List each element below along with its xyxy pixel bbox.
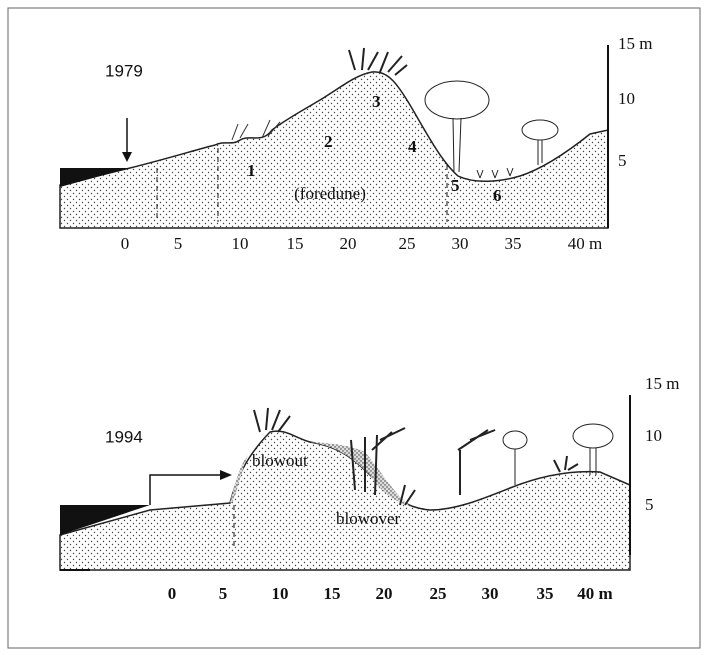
zone-label: 4 xyxy=(408,137,417,156)
x-label: 15 xyxy=(287,234,304,253)
x-label: 40 m xyxy=(577,584,612,603)
zone-label: 1 xyxy=(247,161,256,180)
x-label: 40 m xyxy=(568,234,602,253)
x-label: 0 xyxy=(121,234,130,253)
tree xyxy=(522,120,558,140)
x-label: 15 xyxy=(324,584,341,603)
year: 1994 xyxy=(105,427,143,446)
x-label: 10 xyxy=(232,234,249,253)
tree xyxy=(573,424,613,448)
tree xyxy=(503,431,527,449)
zone-label: 2 xyxy=(324,132,333,151)
x-label: 5 xyxy=(174,234,183,253)
x-label: 25 xyxy=(399,234,416,253)
x-label: 25 xyxy=(430,584,447,603)
landform-label: (foredune) xyxy=(294,184,366,203)
y-label: 5 xyxy=(618,151,627,170)
x-label: 30 xyxy=(452,234,469,253)
x-label: 10 xyxy=(272,584,289,603)
x-label: 20 xyxy=(376,584,393,603)
year: 1979 xyxy=(105,61,143,80)
feature-label: blowout xyxy=(252,451,308,470)
x-label: 5 xyxy=(219,584,228,603)
x-label: 35 xyxy=(537,584,554,603)
tree xyxy=(425,81,489,119)
zone-label: 5 xyxy=(451,176,460,195)
x-label: 0 xyxy=(168,584,177,603)
x-label: 35 xyxy=(505,234,522,253)
zone-label: 6 xyxy=(493,186,502,205)
y-label: 10 xyxy=(645,426,662,445)
y-label: 15 m xyxy=(645,374,679,393)
x-label: 20 xyxy=(340,234,357,253)
y-label: 15 m xyxy=(618,34,652,53)
y-label: 5 xyxy=(645,495,654,514)
x-label: 30 xyxy=(482,584,499,603)
y-label: 10 xyxy=(618,89,635,108)
feature-label: blowover xyxy=(336,509,401,528)
zone-label: 3 xyxy=(372,92,381,111)
figure: 1979 15 m 10 5 0 5 10 15 20 25 30 35 40 … xyxy=(0,0,709,655)
